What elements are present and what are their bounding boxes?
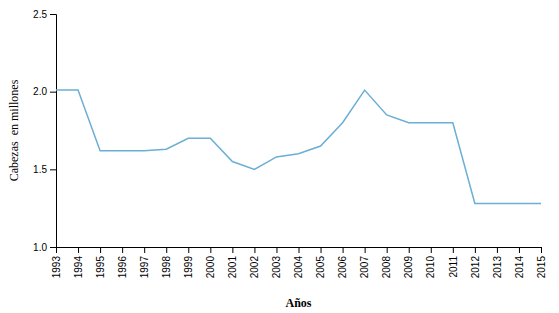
tick-mark: [144, 247, 145, 253]
marks: [56, 90, 541, 203]
tick: 2003: [271, 247, 282, 278]
tick-label: 2002: [249, 256, 260, 279]
tick-mark: [210, 247, 211, 253]
tick-label: 1.0: [33, 242, 47, 253]
tick-label: 2003: [271, 256, 282, 279]
tick-mark: [254, 247, 255, 253]
tick: 1.5: [33, 164, 56, 175]
tick: 2013: [492, 247, 503, 278]
tick-label: 2010: [425, 256, 436, 279]
tick: 1999: [183, 247, 194, 278]
tick-label: 2006: [337, 256, 348, 279]
y-axis: 1.0 1.5 2.0 2.5: [33, 9, 56, 253]
tick-mark: [50, 247, 56, 248]
tick-label: 2008: [381, 256, 392, 279]
tick-mark: [50, 14, 56, 15]
tick-label: 1999: [183, 256, 194, 279]
tick: 1994: [73, 247, 84, 278]
tick: 2002: [249, 247, 260, 278]
tick: 1998: [161, 247, 172, 278]
tick-mark: [166, 247, 167, 253]
tick-label: 1994: [73, 256, 84, 279]
tick: 1.0: [33, 242, 56, 253]
tick-mark: [321, 247, 322, 253]
chart: 1993 1994 1995 1996 1997 1998 1999 2000 2001 2002…: [0, 0, 559, 313]
tick-label: 2007: [359, 256, 370, 279]
tick: 2001: [227, 247, 238, 278]
tick-mark: [122, 247, 123, 253]
tick-label: 2011: [448, 256, 459, 278]
tick-label: 2000: [205, 256, 216, 279]
tick: 2004: [293, 247, 304, 278]
axis-domain: [57, 248, 542, 254]
tick: 1993: [51, 247, 62, 278]
tick-label: 1993: [51, 256, 62, 279]
tick-mark: [100, 247, 101, 253]
tick: 1996: [117, 247, 128, 278]
tick-mark: [409, 247, 410, 253]
tick-label: 2009: [403, 256, 414, 279]
tick-label: 1995: [95, 256, 106, 279]
tick-label: 1996: [117, 256, 128, 279]
tick-mark: [497, 247, 498, 253]
x-axis-title: Años: [285, 296, 311, 310]
tick-label: 2012: [470, 256, 481, 279]
tick-label: 2001: [227, 256, 238, 279]
tick: 1995: [95, 247, 106, 278]
tick: 2005: [315, 247, 326, 278]
tick: 2007: [359, 247, 370, 278]
tick: 2009: [403, 247, 414, 278]
y-axis-title: Cabezas en millones: [7, 79, 21, 181]
tick-label: 1997: [139, 256, 150, 279]
tick-label: 2004: [293, 256, 304, 279]
tick-mark: [50, 169, 56, 170]
tick-label: 2.5: [33, 9, 47, 20]
tick-label: 1998: [161, 256, 172, 279]
tick-mark: [431, 247, 432, 253]
tick: 2.0: [33, 86, 56, 97]
tick: 2.5: [33, 9, 56, 20]
tick: 2012: [470, 247, 481, 278]
tick: 2000: [205, 247, 216, 278]
tick-mark: [365, 247, 366, 253]
tick-mark: [299, 247, 300, 253]
plot: 1993 1994 1995 1996 1997 1998 1999 2000 2001 2002…: [33, 9, 547, 279]
tick: 2015: [536, 247, 547, 278]
tick: 1997: [139, 247, 150, 278]
tick-mark: [475, 247, 476, 253]
x-axis: 1993 1994 1995 1996 1997 1998 1999 2000 2001 2002…: [51, 247, 547, 278]
tick-mark: [519, 247, 520, 253]
tick-label: 2013: [492, 256, 503, 279]
tick-mark: [343, 247, 344, 253]
tick-mark: [387, 247, 388, 253]
tick: 2014: [514, 247, 525, 278]
axis-domain: [50, 15, 57, 248]
tick-mark: [232, 247, 233, 253]
tick-mark: [276, 247, 277, 253]
tick-mark: [78, 247, 79, 253]
tick-label: 2015: [536, 256, 547, 279]
tick-mark: [188, 247, 189, 253]
tick: 2006: [337, 247, 348, 278]
tick: 2011: [448, 247, 459, 278]
tick-label: 1.5: [33, 164, 47, 175]
tick-mark: [453, 247, 454, 253]
tick-label: 2014: [514, 256, 525, 279]
tick: 2008: [381, 247, 392, 278]
line: [56, 90, 541, 203]
tick-mark: [50, 92, 56, 93]
tick: 2010: [425, 247, 436, 278]
tick-label: 2.0: [33, 86, 47, 97]
tick-mark: [541, 247, 542, 253]
tick-label: 2005: [315, 256, 326, 279]
